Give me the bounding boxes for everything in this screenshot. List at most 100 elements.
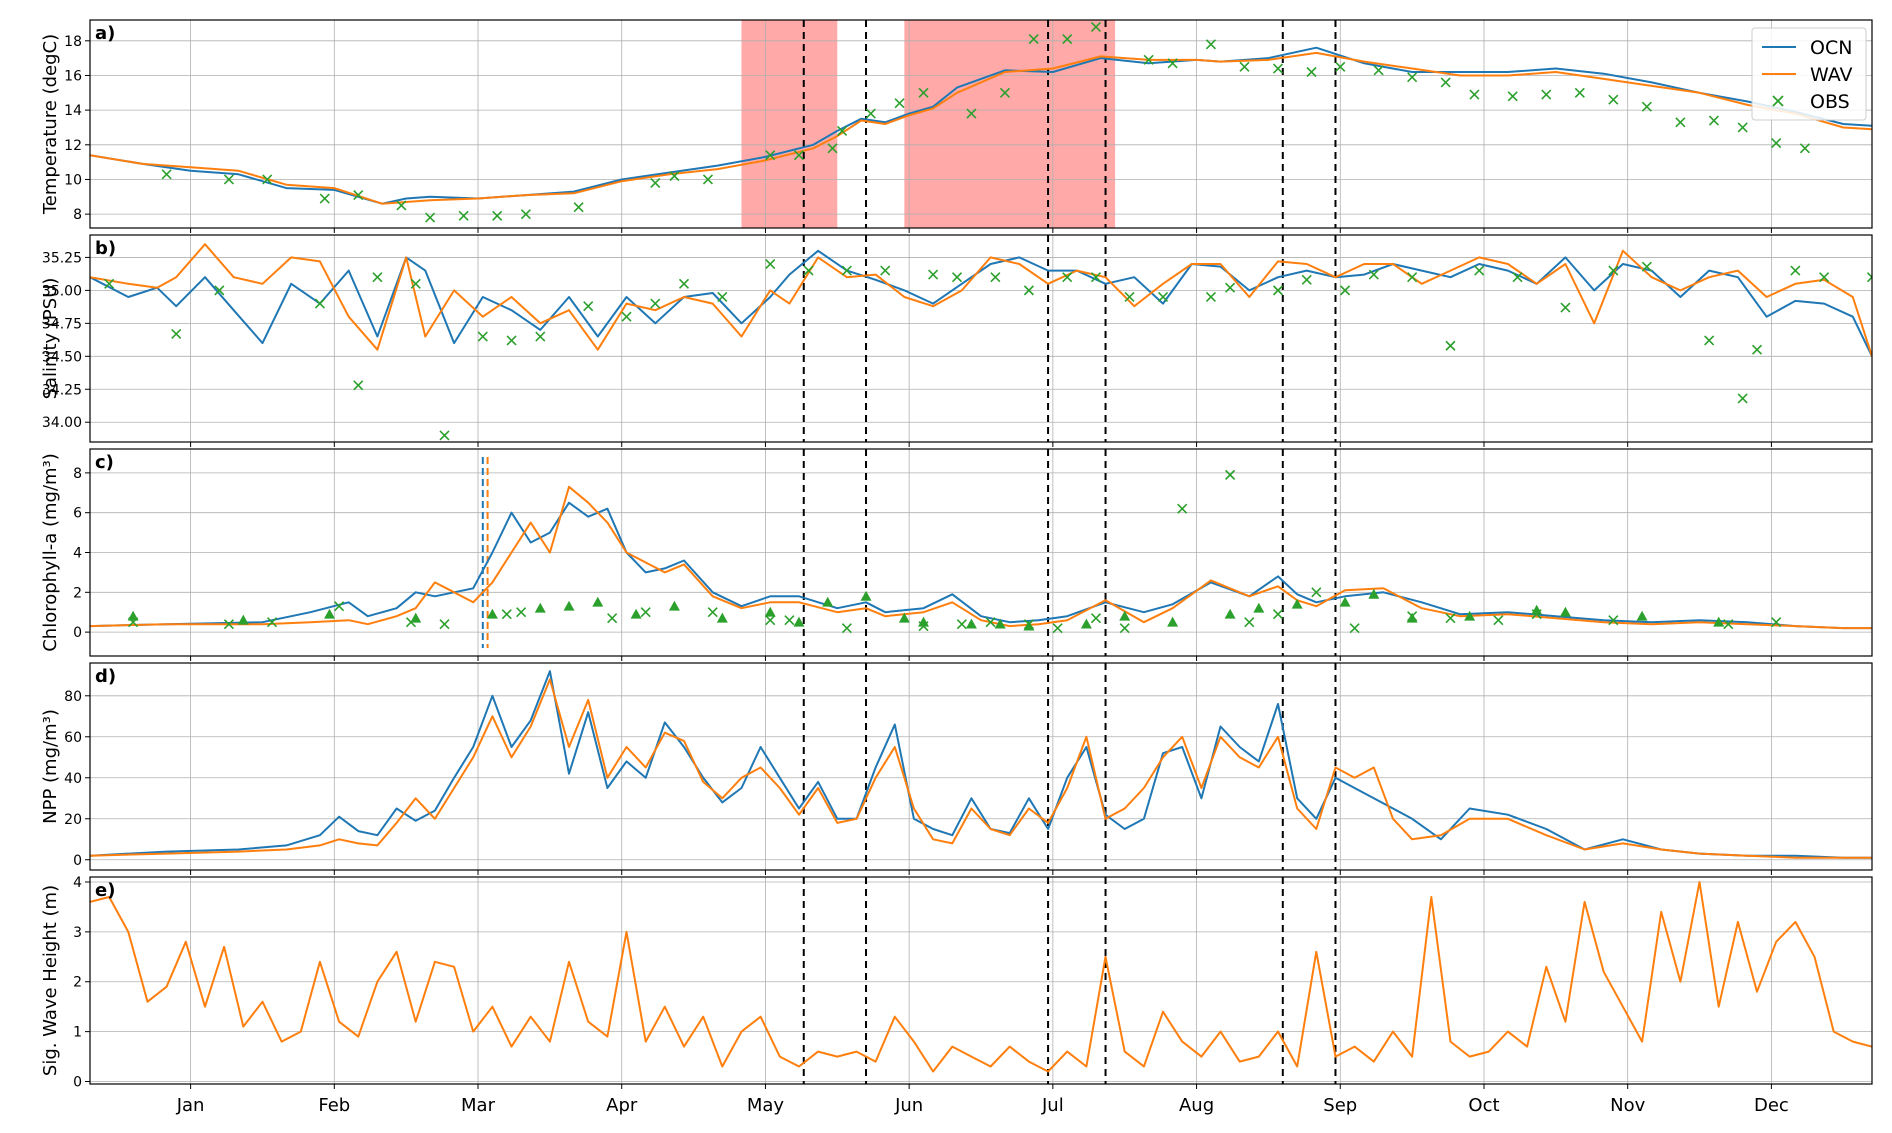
obs-marker-x bbox=[520, 209, 531, 220]
obs-marker-triangle bbox=[1464, 610, 1476, 621]
obs-marker-x bbox=[607, 613, 618, 624]
obs-marker-x bbox=[1737, 122, 1748, 133]
month-label: Feb bbox=[318, 1095, 350, 1116]
obs-marker-x bbox=[951, 272, 963, 283]
obs-marker-triangle bbox=[965, 618, 977, 629]
month-label: Jul bbox=[1041, 1095, 1064, 1116]
obs-marker-triangle bbox=[410, 612, 422, 623]
y-axis-label: NPP (mg/m³) bbox=[40, 709, 61, 824]
obs-marker-x bbox=[171, 328, 182, 339]
series-line-wav bbox=[90, 243, 1872, 357]
obs-marker-x bbox=[1641, 101, 1652, 112]
y-tick-label: 0 bbox=[73, 1075, 82, 1091]
obs-marker-triangle bbox=[486, 608, 498, 619]
y-tick-label: 14 bbox=[64, 103, 82, 119]
plot-area bbox=[90, 877, 1872, 1084]
obs-marker-x bbox=[841, 623, 852, 634]
obs-marker-x bbox=[266, 617, 278, 628]
y-tick-label: 3 bbox=[73, 925, 82, 941]
y-tick-label: 2 bbox=[73, 975, 82, 991]
obs-marker-x bbox=[314, 298, 326, 309]
y-tick-label: 16 bbox=[64, 68, 82, 84]
month-label: Aug bbox=[1179, 1095, 1214, 1116]
panel-data bbox=[90, 670, 1872, 859]
obs-marker-triangle bbox=[793, 616, 805, 627]
obs-marker-x bbox=[477, 331, 488, 342]
obs-marker-triangle bbox=[563, 600, 575, 611]
obs-marker-x bbox=[223, 619, 234, 630]
y-tick-label: 8 bbox=[73, 466, 82, 482]
obs-marker-x bbox=[319, 193, 330, 204]
panel-frame bbox=[89, 662, 1873, 871]
panel-frame bbox=[89, 234, 1873, 443]
obs-marker-triangle bbox=[1253, 602, 1265, 613]
y-tick-label: 1 bbox=[73, 1025, 82, 1041]
heatwave-span bbox=[904, 20, 1116, 228]
obs-marker-x bbox=[410, 278, 421, 289]
obs-marker-triangle bbox=[324, 608, 336, 619]
obs-marker-x bbox=[1608, 94, 1619, 105]
obs-marker-x bbox=[827, 143, 838, 154]
obs-marker-x bbox=[803, 265, 814, 276]
series-line-wav bbox=[90, 881, 1872, 1073]
obs-marker-x bbox=[1272, 609, 1284, 620]
panel-frame bbox=[89, 19, 1873, 229]
y-tick-label: 18 bbox=[64, 34, 82, 50]
obs-marker-x bbox=[1311, 587, 1322, 598]
obs-marker-triangle bbox=[630, 608, 642, 619]
y-tick-label: 20 bbox=[64, 812, 82, 828]
obs-marker-x bbox=[1143, 54, 1154, 65]
obs-marker-x bbox=[1440, 77, 1451, 88]
obs-marker-x bbox=[1474, 265, 1485, 276]
obs-marker-x bbox=[583, 301, 594, 312]
obs-marker-triangle bbox=[716, 612, 728, 623]
series-line-ocn bbox=[90, 501, 1872, 630]
obs-marker-x bbox=[1445, 613, 1456, 624]
obs-marker-x bbox=[1301, 274, 1312, 285]
obs-marker-x bbox=[1675, 117, 1686, 128]
obs-marker-x bbox=[1339, 285, 1351, 296]
month-label: Dec bbox=[1754, 1095, 1789, 1116]
obs-marker-triangle bbox=[1023, 620, 1035, 631]
panel-c: 0 2 4 6 8 Chlorophyll-a (mg/m³) c) bbox=[40, 448, 1873, 661]
obs-marker-x bbox=[535, 331, 546, 342]
obs-marker-triangle bbox=[127, 610, 139, 621]
panel-label: c) bbox=[95, 452, 114, 473]
obs-marker-x bbox=[1771, 617, 1782, 628]
obs-marker-x bbox=[1306, 66, 1317, 78]
obs-marker-x bbox=[765, 615, 776, 626]
obs-marker-x bbox=[1373, 65, 1384, 76]
obs-marker-triangle bbox=[898, 612, 910, 623]
obs-marker-x bbox=[425, 212, 436, 223]
obs-marker-x bbox=[573, 202, 584, 213]
y-tick-label: 10 bbox=[64, 172, 82, 188]
obs-marker-x bbox=[717, 291, 728, 303]
obs-marker-triangle bbox=[1368, 588, 1380, 599]
obs-marker-x bbox=[1641, 261, 1652, 272]
obs-marker-x bbox=[1407, 272, 1418, 283]
obs-marker-x bbox=[223, 174, 234, 185]
obs-marker-x bbox=[1239, 61, 1250, 72]
obs-marker-triangle bbox=[592, 596, 604, 607]
obs-marker-x bbox=[396, 200, 407, 211]
y-axis-label: Chlorophyll-a (mg/m³) bbox=[40, 453, 61, 652]
obs-marker-x bbox=[640, 607, 651, 618]
obs-marker-triangle bbox=[1224, 608, 1236, 619]
obs-marker-x bbox=[1737, 393, 1748, 404]
legend-box bbox=[1751, 27, 1867, 121]
obs-marker-triangle bbox=[1559, 606, 1571, 617]
y-tick-label: 60 bbox=[64, 730, 82, 746]
y-axis-label: Sig. Wave Height (m) bbox=[40, 885, 61, 1076]
obs-marker-x bbox=[1512, 272, 1523, 283]
obs-marker-x bbox=[865, 108, 876, 119]
obs-marker-x bbox=[1708, 115, 1719, 126]
obs-marker-x bbox=[439, 430, 450, 441]
obs-marker-x bbox=[1124, 291, 1135, 303]
obs-marker-x bbox=[1052, 623, 1063, 634]
panel-b: 34.00 34.25 34.50 34.75 35.00 35.25 Salinity (… bbox=[40, 234, 1873, 447]
series-line-ocn bbox=[90, 46, 1872, 205]
obs-marker-x bbox=[104, 278, 115, 289]
